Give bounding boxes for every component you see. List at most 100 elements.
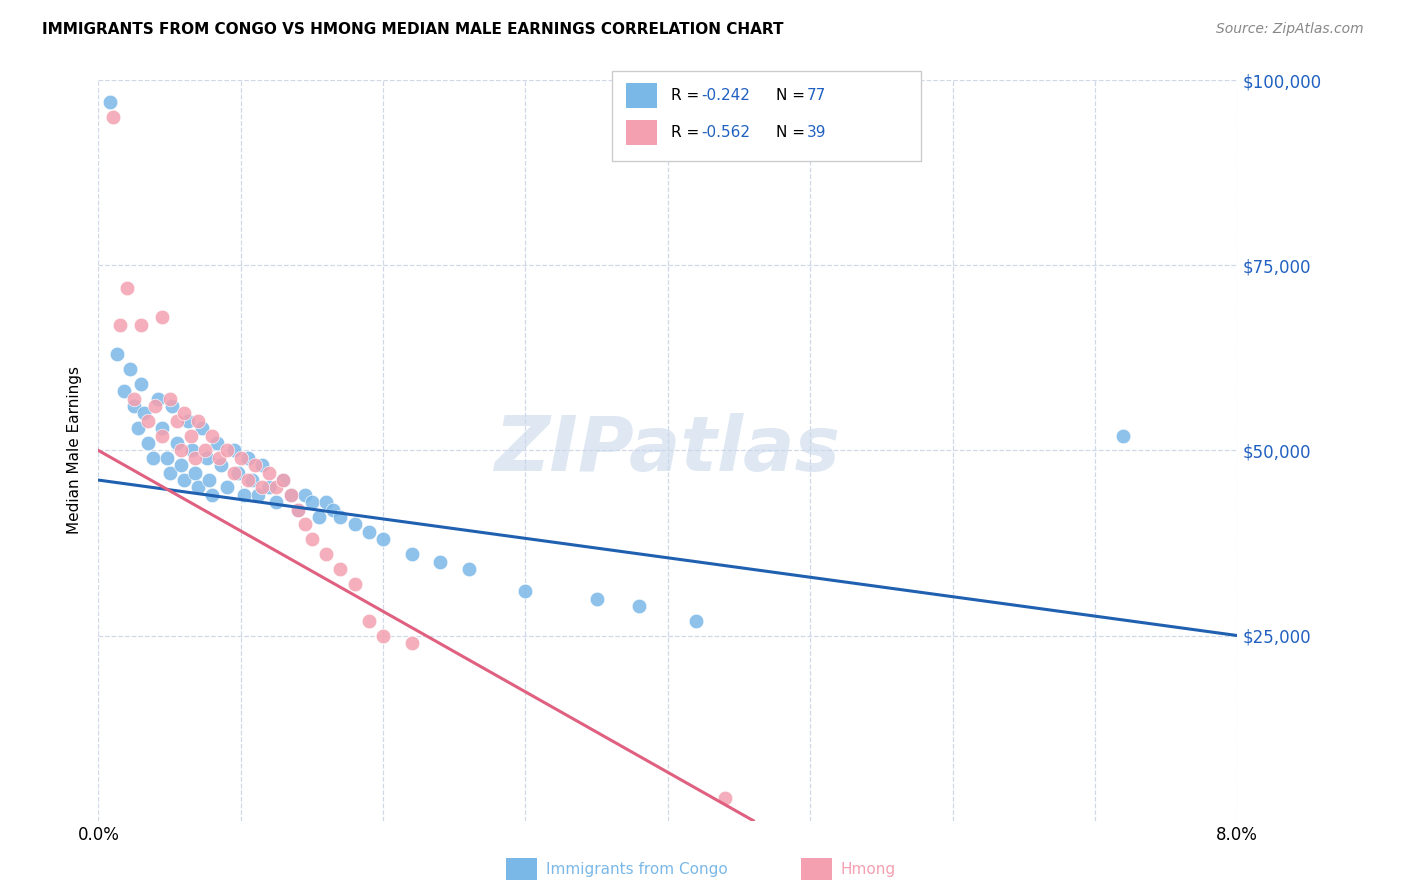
Point: [141, 450, 163, 465]
Point: [259, 480, 281, 494]
Point: [215, 443, 238, 458]
Point: [166, 414, 188, 428]
Text: ZIPatlas: ZIPatlas: [495, 414, 841, 487]
Point: [184, 450, 207, 465]
Point: [229, 450, 252, 465]
Point: [148, 392, 170, 406]
Point: [329, 562, 352, 576]
Point: [371, 533, 394, 547]
Text: IMMIGRANTS FROM CONGO VS HMONG MEDIAN MALE EARNINGS CORRELATION CHART: IMMIGRANTS FROM CONGO VS HMONG MEDIAN MA…: [42, 22, 783, 37]
Text: R =: R =: [671, 125, 704, 139]
Point: [585, 591, 607, 606]
Point: [429, 554, 451, 569]
Point: [177, 414, 200, 428]
Point: [205, 436, 228, 450]
Point: [198, 473, 221, 487]
Point: [308, 510, 330, 524]
Point: [401, 547, 423, 561]
Text: Immigrants from Congo: Immigrants from Congo: [546, 863, 727, 877]
Point: [115, 280, 138, 294]
Point: [180, 428, 202, 442]
Point: [194, 443, 217, 458]
Point: [129, 376, 152, 391]
Point: [273, 473, 295, 487]
Point: [191, 421, 214, 435]
Point: [122, 392, 145, 406]
Point: [129, 318, 152, 332]
Point: [98, 95, 121, 110]
Point: [401, 636, 423, 650]
Point: [259, 466, 281, 480]
Point: [315, 547, 337, 561]
Point: [152, 421, 174, 435]
Point: [357, 614, 380, 628]
Text: R =: R =: [671, 88, 704, 103]
Point: [184, 466, 207, 480]
Text: N =: N =: [776, 88, 810, 103]
Point: [266, 480, 288, 494]
Point: [215, 480, 238, 494]
Text: Source: ZipAtlas.com: Source: ZipAtlas.com: [1216, 22, 1364, 37]
Point: [250, 480, 273, 494]
Point: [714, 791, 737, 805]
Point: [173, 407, 195, 421]
Point: [170, 443, 193, 458]
Point: [343, 517, 366, 532]
Point: [159, 466, 181, 480]
Point: [201, 488, 224, 502]
Y-axis label: Median Male Earnings: Median Male Earnings: [67, 367, 83, 534]
Text: N =: N =: [776, 125, 810, 139]
Point: [457, 562, 479, 576]
Point: [166, 436, 188, 450]
Point: [222, 443, 245, 458]
Point: [136, 436, 159, 450]
Text: Hmong: Hmong: [841, 863, 896, 877]
Text: -0.562: -0.562: [702, 125, 751, 139]
Point: [187, 414, 209, 428]
Point: [243, 458, 266, 473]
Point: [101, 110, 124, 124]
Point: [301, 495, 323, 509]
Point: [294, 517, 316, 532]
Text: 39: 39: [807, 125, 827, 139]
Point: [1112, 428, 1135, 442]
Point: [250, 458, 273, 473]
Point: [515, 584, 537, 599]
Point: [209, 458, 232, 473]
Point: [132, 407, 155, 421]
Point: [159, 392, 181, 406]
Point: [145, 399, 167, 413]
Point: [343, 576, 366, 591]
Text: 77: 77: [807, 88, 827, 103]
Point: [112, 384, 135, 399]
Point: [280, 488, 302, 502]
Point: [173, 473, 195, 487]
Point: [315, 495, 337, 509]
Point: [152, 428, 174, 442]
Point: [322, 502, 344, 516]
Point: [357, 524, 380, 539]
Point: [181, 443, 204, 458]
Point: [246, 488, 269, 502]
Point: [294, 488, 316, 502]
Point: [108, 318, 131, 332]
Point: [287, 502, 309, 516]
Point: [152, 310, 174, 325]
Point: [105, 347, 128, 361]
Point: [226, 466, 249, 480]
Point: [118, 362, 141, 376]
Point: [301, 533, 323, 547]
Point: [628, 599, 651, 613]
Point: [162, 399, 184, 413]
Point: [156, 450, 179, 465]
Point: [127, 421, 149, 435]
Point: [122, 399, 145, 413]
Point: [240, 473, 263, 487]
Point: [371, 628, 394, 642]
Point: [236, 450, 259, 465]
Point: [287, 502, 309, 516]
Point: [685, 614, 707, 628]
Point: [201, 428, 224, 442]
Point: [266, 495, 288, 509]
Text: -0.242: -0.242: [702, 88, 751, 103]
